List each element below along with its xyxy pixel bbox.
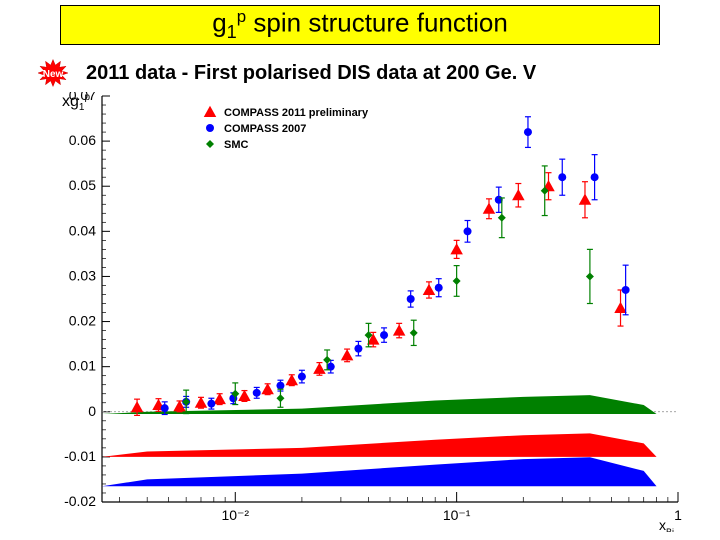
title-bar: g1p spin structure function — [60, 5, 660, 45]
y-tick-label: 0 — [88, 403, 96, 419]
y-axis-label: xg1p — [62, 92, 90, 113]
legend-label: SMC — [224, 139, 249, 151]
subtitle: 2011 data - First polarised DIS data at … — [86, 62, 536, 85]
y-tick-label: -0.02 — [64, 493, 96, 509]
c2011-band — [102, 433, 657, 456]
x-axis-label: xBj — [659, 517, 674, 532]
new-badge-icon: New — [30, 58, 76, 88]
y-tick-label: 0.01 — [69, 358, 96, 374]
y-tick-label: 0.05 — [69, 177, 96, 193]
y-tick-label: 0.03 — [69, 267, 96, 283]
y-tick-label: 0.04 — [69, 222, 96, 238]
x-tick-label: 1 — [674, 507, 682, 523]
x-tick-label: 10⁻² — [221, 507, 249, 523]
page-title: g1p spin structure function — [212, 7, 508, 43]
structure-function-chart: -0.02-0.0100.010.020.030.040.050.060.07x… — [10, 92, 710, 532]
subtitle-row: New 2011 data - First polarised DIS data… — [30, 56, 700, 90]
x-tick-label: 10⁻¹ — [443, 507, 471, 523]
svg-text:New: New — [43, 69, 64, 80]
legend-label: COMPASS 2007 — [224, 123, 306, 135]
y-tick-label: 0.02 — [69, 313, 96, 329]
chart-area: -0.02-0.0100.010.020.030.040.050.060.07x… — [10, 92, 710, 532]
y-tick-label: -0.01 — [64, 448, 96, 464]
y-tick-label: 0.06 — [69, 132, 96, 148]
legend-label: COMPASS 2011 preliminary — [224, 107, 369, 119]
c2007-band — [102, 457, 657, 486]
